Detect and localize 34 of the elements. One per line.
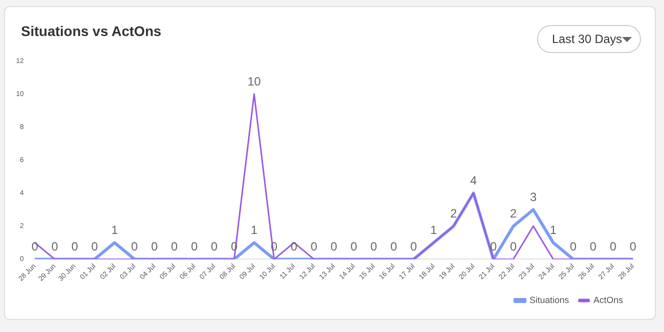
data-label: 0 xyxy=(171,240,178,254)
data-label: 1 xyxy=(111,222,118,237)
data-label: 0 xyxy=(490,240,498,254)
data-label: 0 xyxy=(31,240,38,254)
data-label: 0 xyxy=(151,240,158,254)
legend-label: ActOns xyxy=(593,294,624,305)
data-label: 0 xyxy=(350,240,358,254)
data-label: 0 xyxy=(330,240,338,254)
legend-label: Situations xyxy=(529,294,570,305)
data-label: 0 xyxy=(410,240,418,254)
data-label: 1 xyxy=(430,222,438,237)
data-label: 0 xyxy=(310,240,318,254)
data-label: 3 xyxy=(530,190,537,204)
data-label: 0 xyxy=(71,240,78,254)
data-label: 0 xyxy=(510,240,518,254)
data-label: 0 xyxy=(390,240,398,254)
data-label: 0 xyxy=(91,240,98,254)
data-label: 1 xyxy=(550,222,557,237)
data-label: 2 xyxy=(510,206,518,220)
data-label: 1 xyxy=(250,222,258,237)
data-label: 4 xyxy=(470,173,478,188)
data-label: 0 xyxy=(51,240,58,254)
data-label: 0 xyxy=(190,240,198,254)
data-label: 0 xyxy=(610,240,617,254)
data-label: 2 xyxy=(450,206,458,220)
chart-title: Situations vs ActOns xyxy=(21,23,162,39)
data-label: 0 xyxy=(570,240,577,254)
data-label: 0 xyxy=(210,240,218,254)
data-label: 0 xyxy=(131,240,138,254)
data-label: 0 xyxy=(630,240,637,254)
data-label: 10 xyxy=(247,74,262,88)
text: Last 30 Days xyxy=(552,32,622,46)
data-label: 0 xyxy=(590,240,597,254)
data-label: 0 xyxy=(370,240,378,254)
